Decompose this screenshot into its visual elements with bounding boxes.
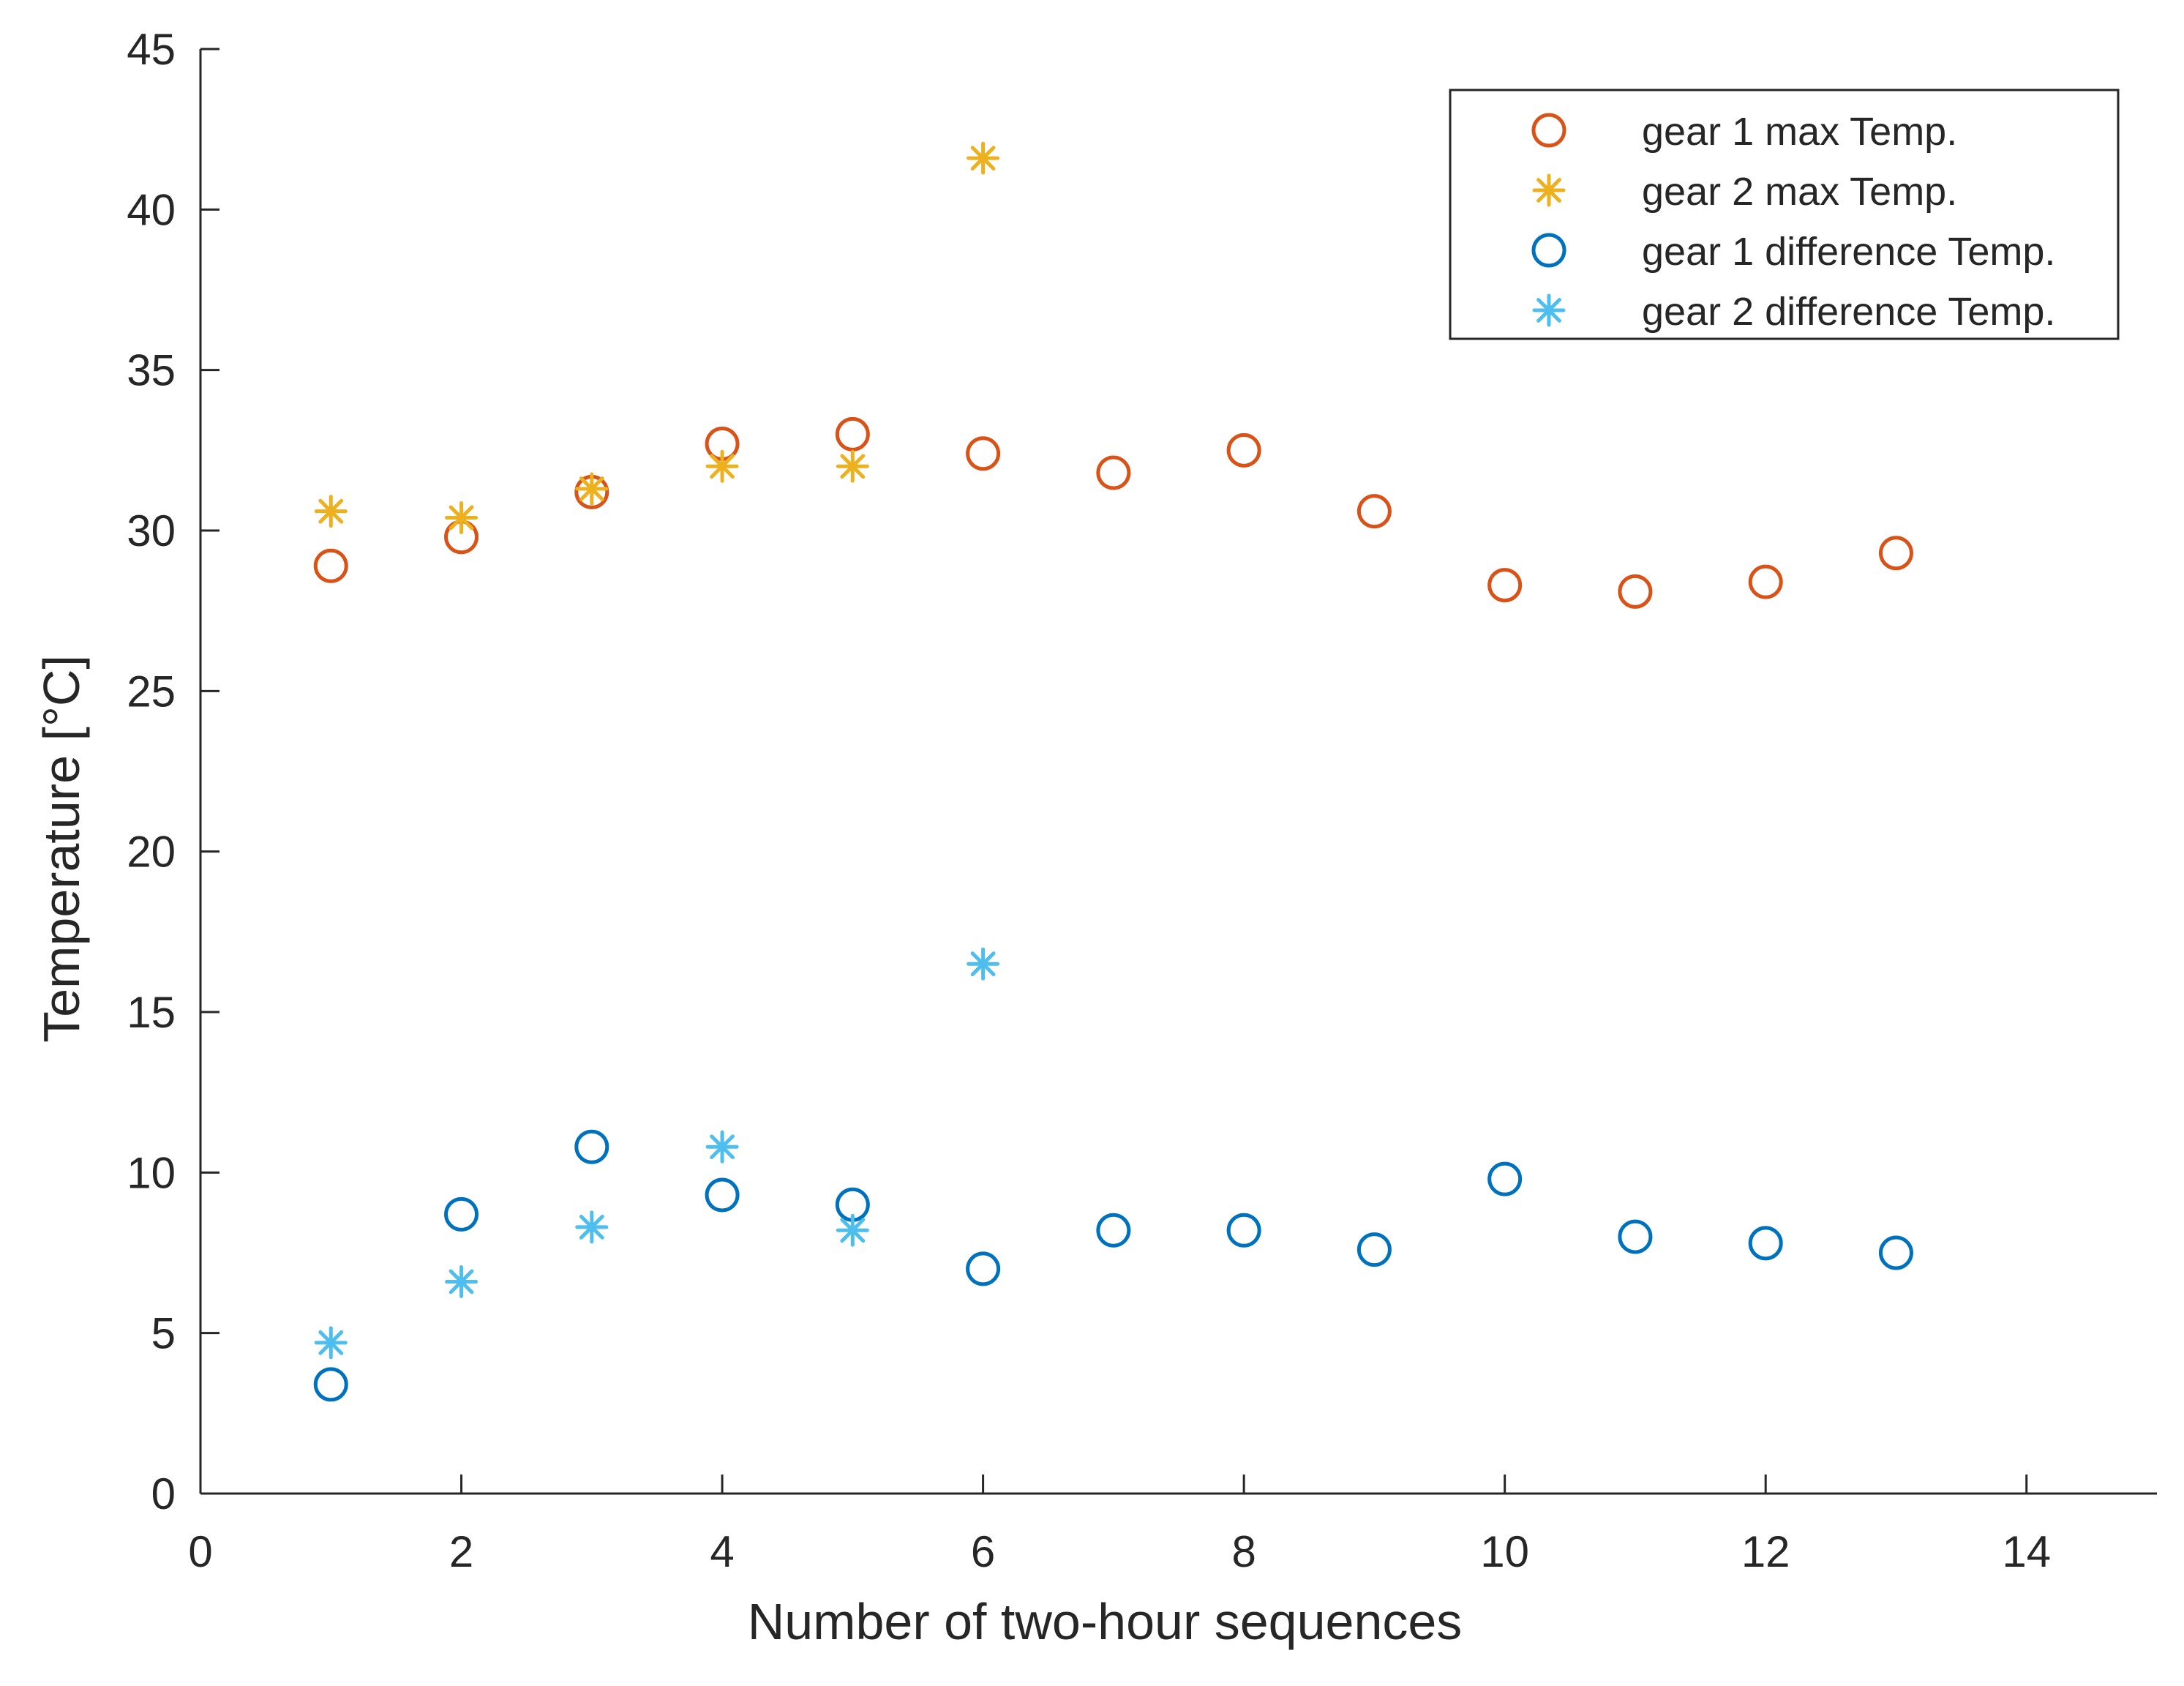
data-point: [574, 1129, 609, 1164]
series-2: [314, 141, 1000, 534]
data-point: [575, 472, 609, 506]
y-axis-label: Temperature [°C]: [33, 655, 90, 1043]
data-point: [313, 548, 348, 583]
y-tick-label: 45: [127, 25, 176, 74]
data-point: [445, 1264, 479, 1298]
series-1: [313, 416, 1913, 609]
data-point: [314, 1326, 348, 1360]
plot-area: [199, 49, 2157, 1495]
x-tick-label: 4: [710, 1527, 734, 1576]
data-point: [1487, 568, 1523, 603]
data-point: [705, 449, 739, 483]
data-point: [1618, 1219, 1653, 1254]
x-tick-label: 10: [1480, 1527, 1529, 1576]
y-axis: 0 5 10 15 20 25 30 35 40 45: [127, 25, 219, 1518]
x-tick-label: 0: [188, 1527, 212, 1576]
data-point: [966, 436, 1001, 471]
legend-marker: [1532, 173, 1566, 207]
y-tick-label: 0: [151, 1469, 176, 1518]
data-point: [967, 947, 1000, 981]
legend-label: gear 1 max Temp.: [1642, 110, 1957, 154]
data-point: [1096, 1213, 1131, 1248]
data-point: [1096, 455, 1131, 490]
data-point: [445, 501, 479, 534]
data-points: [313, 141, 1913, 1402]
data-point: [575, 1210, 609, 1244]
y-tick-label: 25: [127, 667, 176, 716]
data-point: [836, 449, 869, 483]
y-tick-label: 10: [127, 1148, 176, 1197]
y-tick-label: 40: [127, 185, 176, 234]
data-point: [314, 495, 348, 528]
data-point: [1226, 1213, 1261, 1248]
data-point: [444, 1196, 479, 1232]
series-4: [314, 947, 1000, 1360]
legend-label: gear 2 difference Temp.: [1642, 290, 2055, 334]
legend-label: gear 1 difference Temp.: [1642, 230, 2055, 274]
data-point: [966, 1251, 1001, 1286]
data-point: [836, 1213, 869, 1247]
legend: gear 1 max Temp. gear 2 max Temp. gear 1 d…: [1449, 89, 2120, 340]
y-tick-label: 20: [127, 828, 176, 877]
y-tick-label: 30: [127, 506, 176, 555]
legend-marker: [1531, 233, 1566, 268]
legend-marker: [1531, 113, 1566, 148]
data-point: [1748, 564, 1783, 599]
y-tick-label: 35: [127, 346, 176, 395]
data-point: [313, 1367, 348, 1402]
data-point: [1356, 494, 1392, 529]
data-point: [705, 1177, 740, 1213]
data-point: [1356, 1232, 1392, 1267]
legend-box: [1449, 89, 2120, 340]
data-point: [1487, 1161, 1523, 1196]
series-3: [313, 1129, 1913, 1402]
x-tick-label: 8: [1231, 1527, 1256, 1576]
x-tick-label: 6: [971, 1527, 995, 1576]
y-tick-label: 5: [151, 1309, 176, 1358]
data-point: [1878, 536, 1913, 571]
x-tick-label: 2: [449, 1527, 473, 1576]
data-point: [1226, 432, 1261, 468]
data-point: [1878, 1235, 1913, 1270]
y-tick-label: 15: [127, 988, 176, 1037]
data-point: [835, 416, 870, 452]
data-point: [1748, 1226, 1783, 1261]
data-point: [967, 141, 1000, 175]
x-axis-label: Number of two-hour sequences: [748, 1593, 1463, 1650]
data-point: [1618, 574, 1653, 609]
x-tick-label: 14: [2002, 1527, 2051, 1576]
x-axis: 0 2 4 6 8 10 12 14: [188, 1475, 2051, 1576]
legend-label: gear 2 max Temp.: [1642, 170, 1957, 214]
x-tick-label: 12: [1741, 1527, 1790, 1576]
data-point: [705, 1130, 739, 1164]
legend-marker: [1532, 293, 1566, 327]
